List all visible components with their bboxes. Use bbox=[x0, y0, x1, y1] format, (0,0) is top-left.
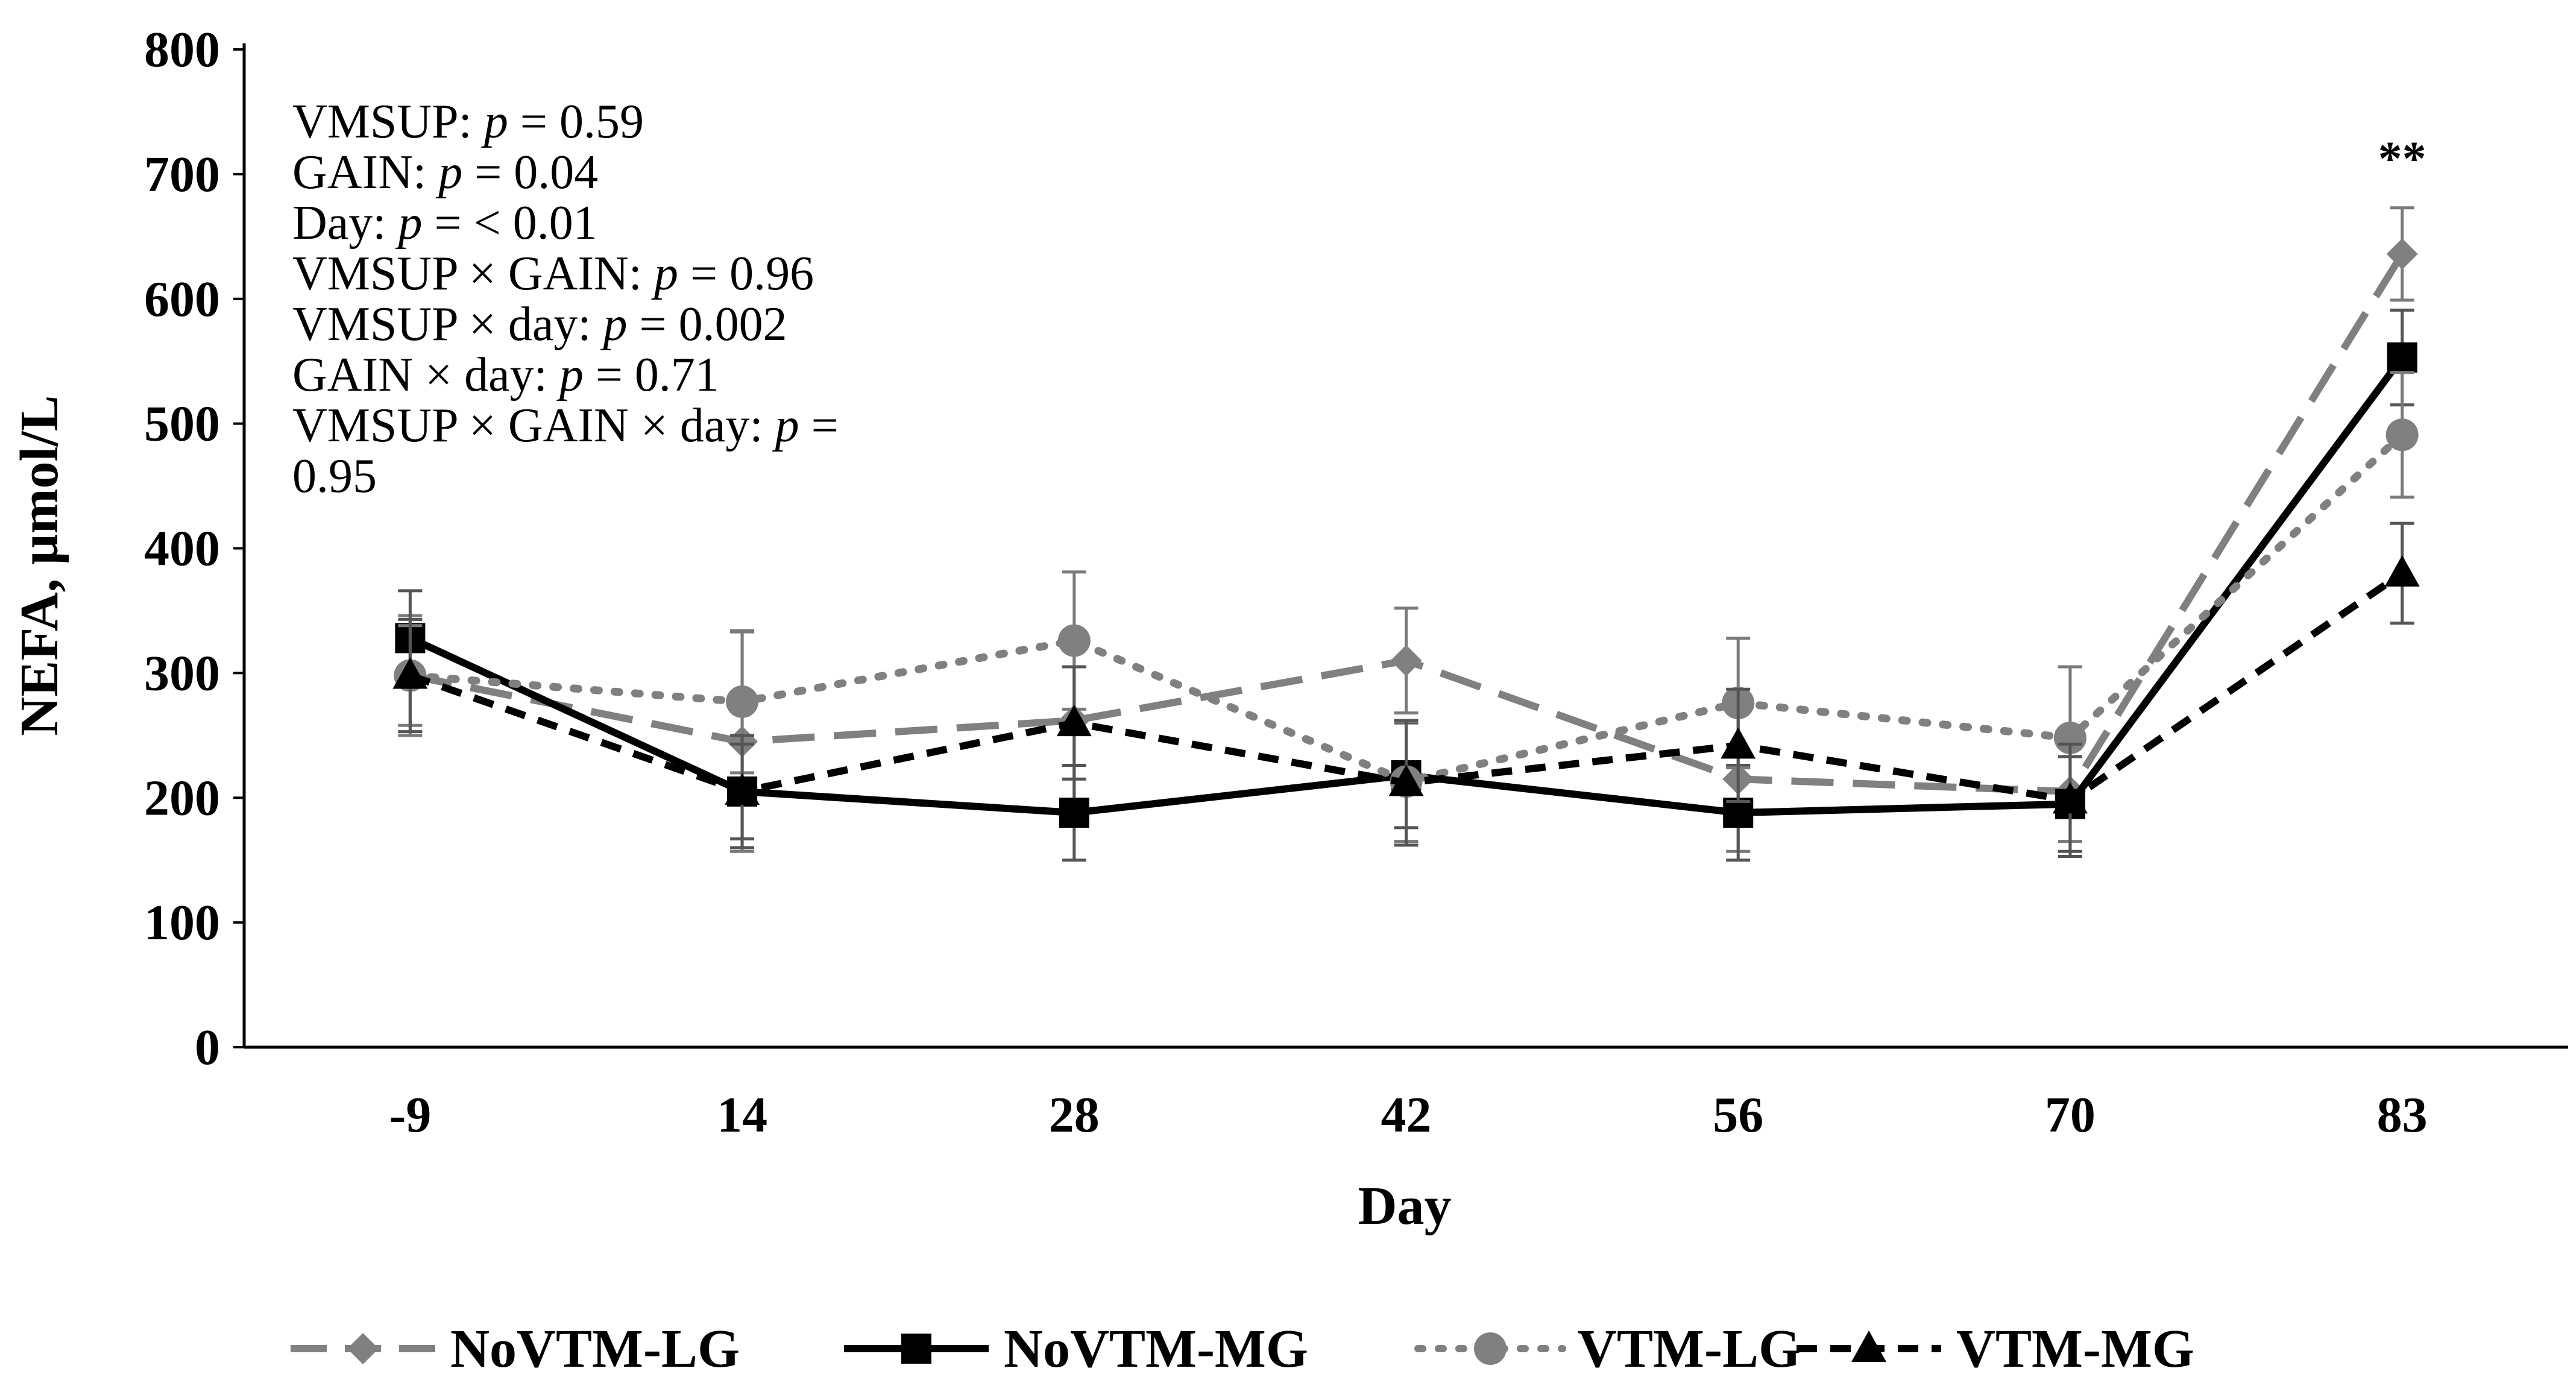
y-tick-label: 300 bbox=[144, 645, 220, 701]
marker-triangle bbox=[1851, 1331, 1886, 1362]
legend-item: VTM-MG bbox=[1797, 1319, 2194, 1379]
stats-label: VMSUP × GAIN: bbox=[292, 247, 654, 300]
marker-diamond bbox=[347, 1333, 379, 1364]
stats-line: GAIN: p = 0.04 bbox=[292, 146, 598, 199]
stats-p: p bbox=[600, 298, 628, 351]
marker-triangle bbox=[1388, 764, 1424, 796]
stats-value: = < 0.01 bbox=[423, 197, 597, 250]
stats-p: p bbox=[651, 247, 678, 300]
stats-label: VMSUP × GAIN × day: bbox=[292, 399, 775, 452]
axes bbox=[242, 43, 2568, 1049]
marker-circle bbox=[726, 685, 759, 718]
marker-circle bbox=[1474, 1332, 1507, 1365]
marker-diamond bbox=[2386, 238, 2418, 270]
x-tick-label: -9 bbox=[389, 1087, 431, 1143]
legend-label: VTM-LG bbox=[1578, 1319, 1801, 1379]
stats-label: VMSUP: bbox=[292, 95, 484, 148]
marker-square bbox=[1059, 798, 1089, 828]
x-tick-label: 28 bbox=[1049, 1087, 1100, 1143]
marker-circle bbox=[2053, 721, 2086, 754]
series-vtm-mg bbox=[392, 521, 2420, 858]
stats-value: = 0.71 bbox=[584, 348, 719, 402]
stats-p: p bbox=[556, 348, 584, 402]
stats-p: p bbox=[481, 95, 508, 148]
marker-triangle bbox=[2052, 782, 2088, 814]
x-tick-label: 83 bbox=[2377, 1087, 2428, 1143]
stats-value: = 0.04 bbox=[462, 146, 598, 199]
stats-value: = bbox=[799, 399, 839, 452]
stats-p: p bbox=[435, 146, 462, 199]
legend-item: NoVTM-MG bbox=[844, 1319, 1308, 1379]
stats-value: = 0.59 bbox=[508, 95, 644, 148]
marker-triangle bbox=[725, 773, 760, 805]
legend: NoVTM-LG NoVTM-MG VTM-LG VTM-MG bbox=[291, 1319, 2194, 1379]
x-tick-label: 14 bbox=[717, 1087, 767, 1143]
stats-line: VMSUP: p = 0.59 bbox=[292, 95, 644, 148]
significance-marker: ** bbox=[2378, 133, 2426, 186]
stats-line: Day: p = < 0.01 bbox=[292, 197, 597, 250]
marker-triangle bbox=[1721, 727, 1756, 759]
x-axis-ticks: -9 14 28 42 56 70 83 bbox=[389, 1087, 2427, 1143]
stats-p: p bbox=[772, 399, 799, 452]
stats-line: VMSUP × GAIN × day: p = bbox=[292, 399, 839, 452]
stats-label: GAIN × day: bbox=[292, 348, 559, 402]
stats-p: p bbox=[395, 197, 423, 250]
y-tick-label: 100 bbox=[144, 895, 220, 951]
y-tick-label: 200 bbox=[144, 770, 220, 826]
stats-label: 0.95 bbox=[292, 450, 377, 503]
y-tick-label: 600 bbox=[144, 271, 220, 327]
series-layer bbox=[392, 206, 2420, 862]
stats-line: 0.95 bbox=[292, 450, 377, 503]
stats-label: Day: bbox=[292, 197, 398, 250]
y-tick-label: 400 bbox=[144, 521, 220, 577]
x-tick-label: 70 bbox=[2045, 1087, 2096, 1143]
stats-line: VMSUP × GAIN: p = 0.96 bbox=[292, 247, 814, 300]
x-tick-label: 56 bbox=[1713, 1087, 1763, 1143]
stats-label: VMSUP × day: bbox=[292, 298, 603, 351]
x-tick-label: 42 bbox=[1381, 1087, 1432, 1143]
legend-item: VTM-LG bbox=[1414, 1319, 1801, 1379]
y-tick-label: 0 bbox=[195, 1019, 220, 1076]
legend-label: VTM-MG bbox=[1956, 1319, 2194, 1379]
marker-square bbox=[901, 1334, 931, 1364]
y-axis-ticks: 0 100 200 300 400 500 600 700 800 bbox=[144, 22, 244, 1076]
marker-circle bbox=[2385, 418, 2419, 452]
marker-circle bbox=[1057, 624, 1091, 657]
marker-triangle bbox=[2384, 555, 2420, 587]
marker-diamond bbox=[1390, 644, 1422, 676]
y-tick-label: 700 bbox=[144, 146, 220, 203]
legend-item: NoVTM-LG bbox=[291, 1319, 740, 1379]
marker-triangle bbox=[1056, 705, 1092, 737]
legend-label: NoVTM-LG bbox=[450, 1319, 740, 1379]
y-tick-label: 500 bbox=[144, 396, 220, 452]
y-tick-label: 800 bbox=[144, 22, 220, 78]
y-axis-title: NEFA, µmol/L bbox=[10, 395, 69, 736]
stats-label: GAIN: bbox=[292, 146, 438, 199]
x-axis-title: Day bbox=[1358, 1176, 1452, 1236]
marker-square bbox=[2387, 342, 2417, 373]
stats-value: = 0.96 bbox=[678, 247, 814, 300]
stats-line: GAIN × day: p = 0.71 bbox=[292, 348, 719, 402]
stats-line: VMSUP × day: p = 0.002 bbox=[292, 298, 787, 351]
legend-label: NoVTM-MG bbox=[1004, 1319, 1308, 1379]
stats-value: = 0.002 bbox=[628, 298, 787, 351]
marker-triangle bbox=[392, 657, 428, 689]
